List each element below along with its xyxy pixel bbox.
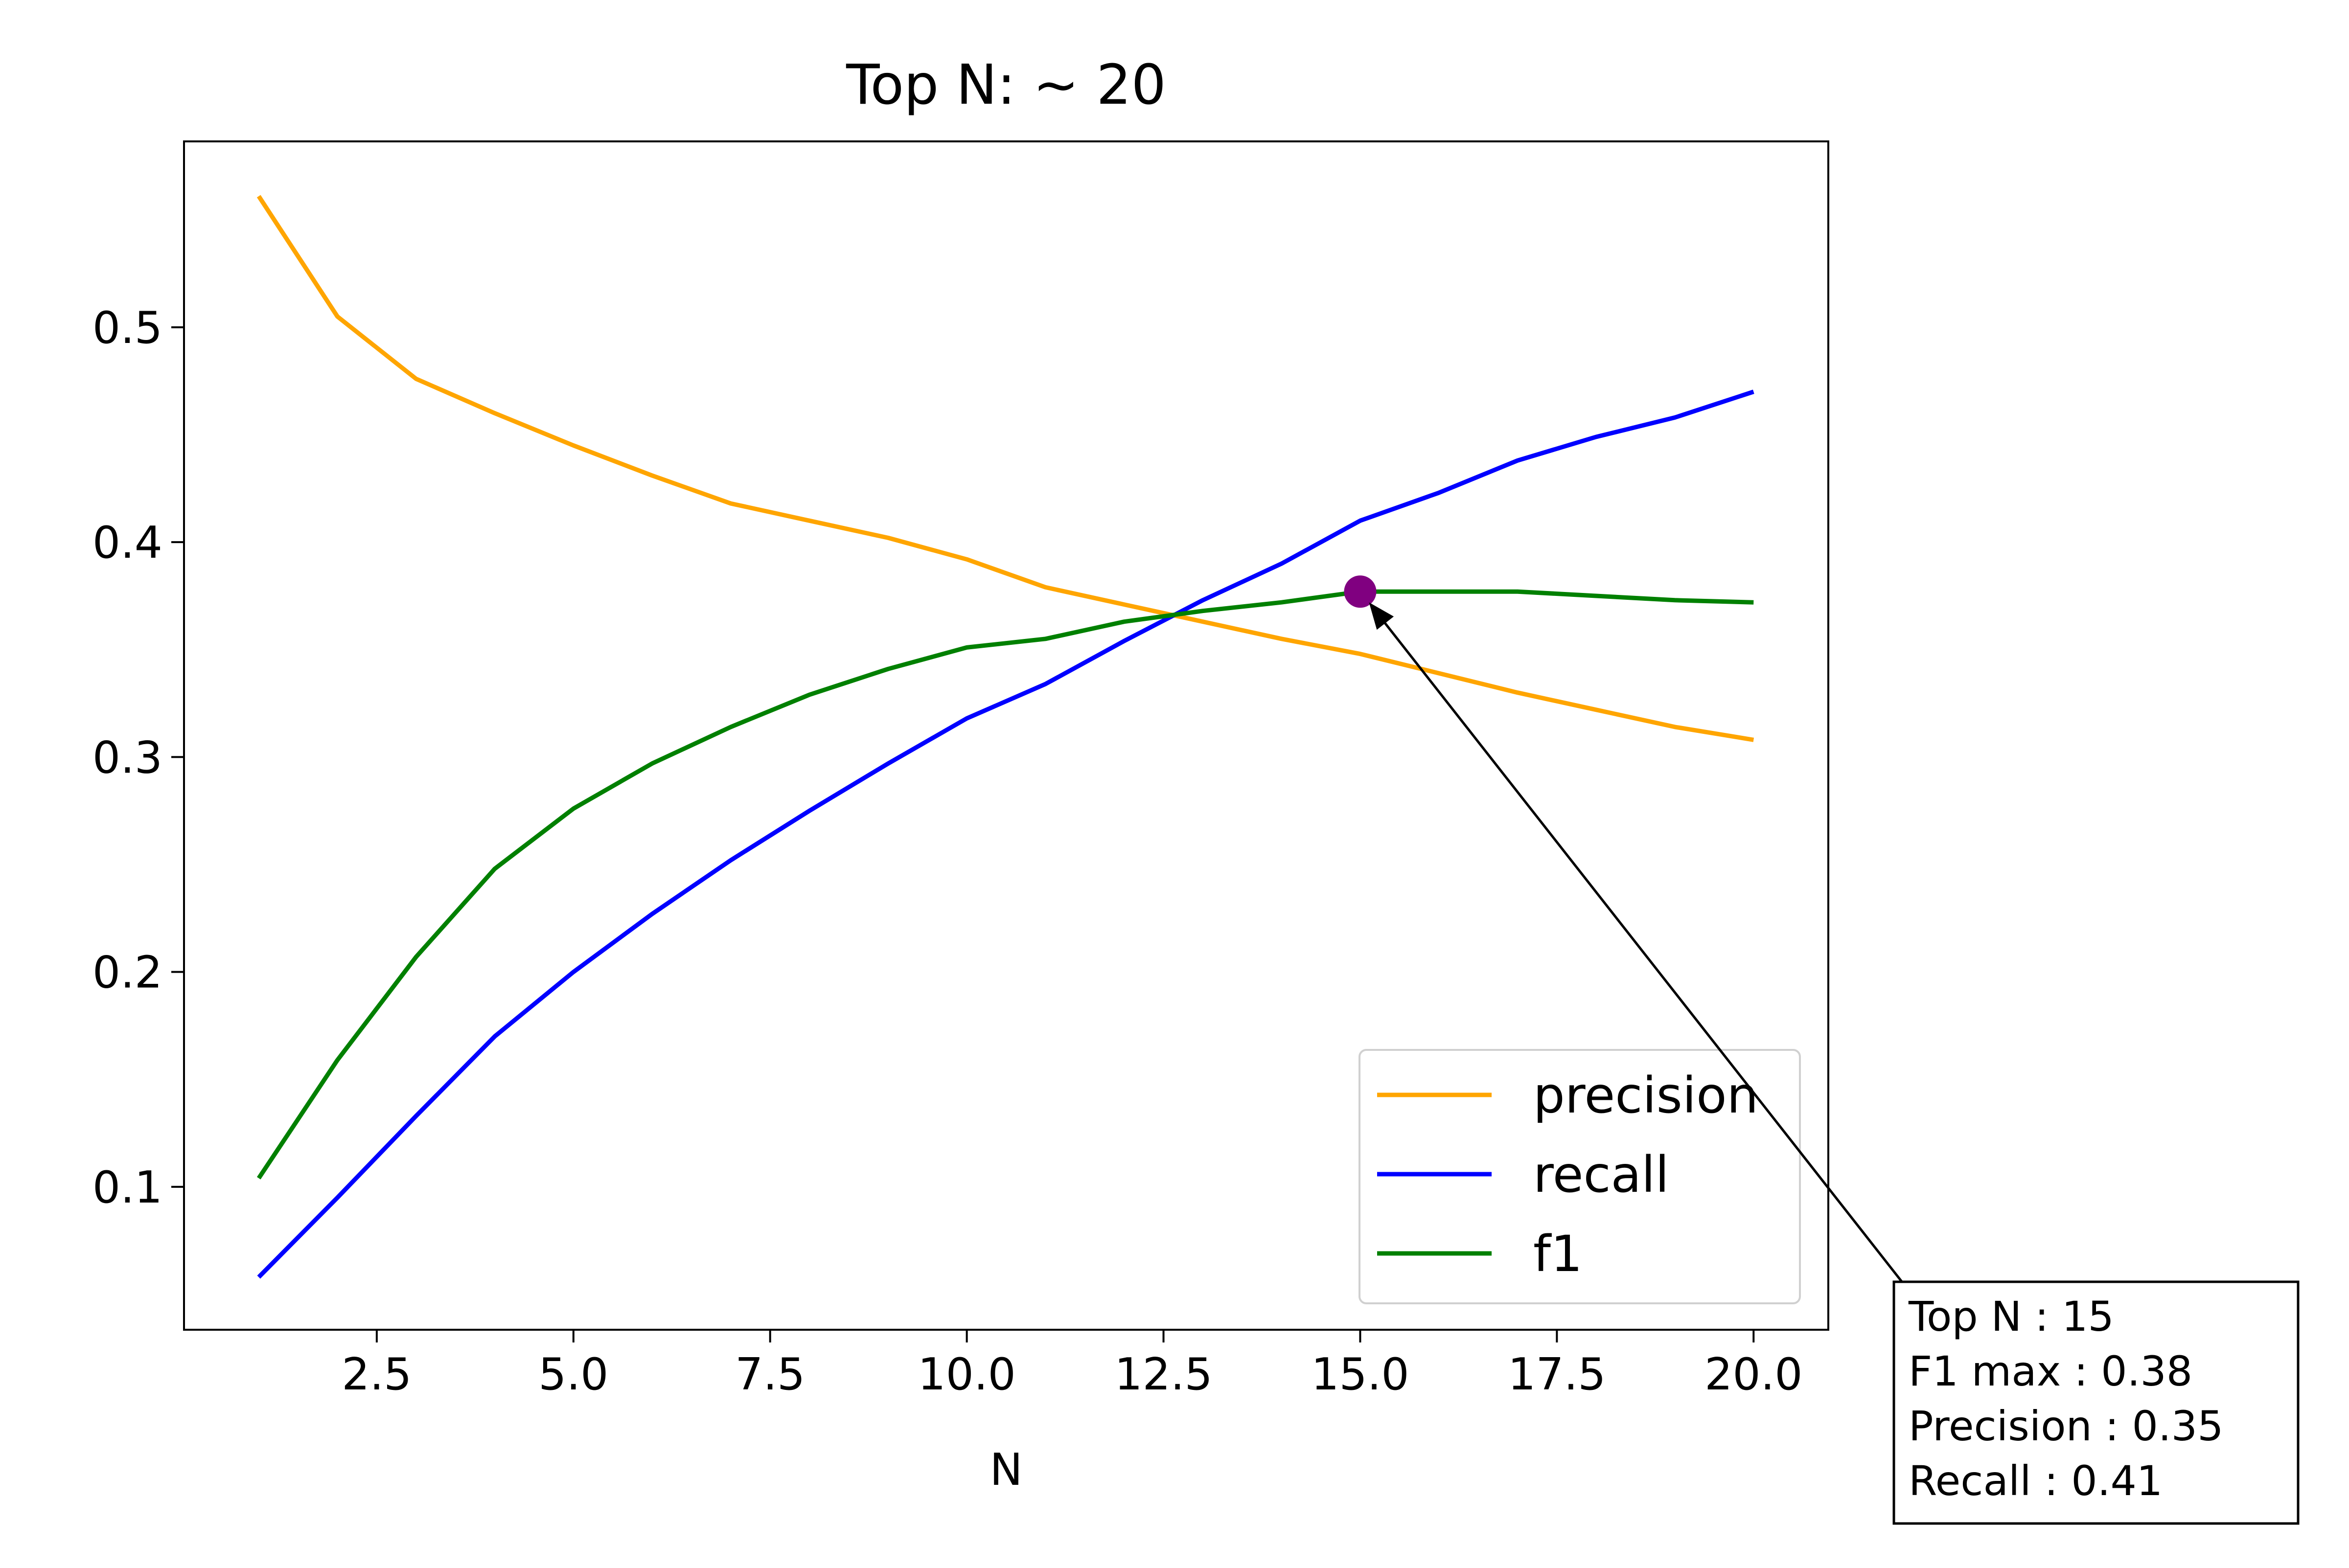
annotation-line: Top N : 15 (1908, 1293, 2114, 1341)
x-tick-label: 20.0 (1704, 1349, 1802, 1400)
x-tick-label: 10.0 (918, 1349, 1015, 1400)
annotation-arrowhead (1369, 602, 1394, 630)
series-line-f1 (256, 589, 1754, 1180)
x-tick-label: 12.5 (1114, 1349, 1212, 1400)
series-line-recall (257, 389, 1754, 1279)
f1-max-point (1344, 575, 1377, 608)
legend-label-precision: precision (1533, 1067, 1758, 1125)
legend-label-f1: f1 (1533, 1225, 1583, 1283)
legend-label-recall: recall (1533, 1146, 1669, 1204)
plot-frame (183, 140, 1829, 1331)
x-tick-label: 17.5 (1508, 1349, 1606, 1400)
y-tick-label: 0.1 (92, 1162, 162, 1213)
x-tick-label: 15.0 (1311, 1349, 1409, 1400)
x-axis-label: N (990, 1444, 1022, 1496)
x-tick-label: 5.0 (538, 1349, 608, 1400)
y-tick-label: 0.3 (92, 732, 162, 783)
x-tick-label: 7.5 (735, 1349, 805, 1400)
annotation-line: Recall : 0.41 (1909, 1457, 2163, 1505)
annotation-arrow (1374, 609, 1904, 1284)
y-tick-label: 0.2 (92, 947, 162, 999)
y-tick-label: 0.4 (92, 517, 162, 568)
series-line-precision (256, 195, 1754, 742)
plot-area: 2.5 5.0 7.5 10.0 12.5 15.0 17.5 20.0 0.1 0.2 0.3 0.… (92, 140, 2300, 1525)
chart-title: Top N: ~ 20 (846, 53, 1166, 117)
x-tick-label: 2.5 (342, 1349, 412, 1400)
annotation-line: Precision : 0.35 (1909, 1402, 2224, 1450)
annotation-line: F1 max : 0.38 (1909, 1347, 2192, 1395)
y-tick-label: 0.5 (92, 302, 162, 354)
annotation-box (1892, 1280, 2300, 1525)
legend-box (1359, 1049, 1801, 1304)
